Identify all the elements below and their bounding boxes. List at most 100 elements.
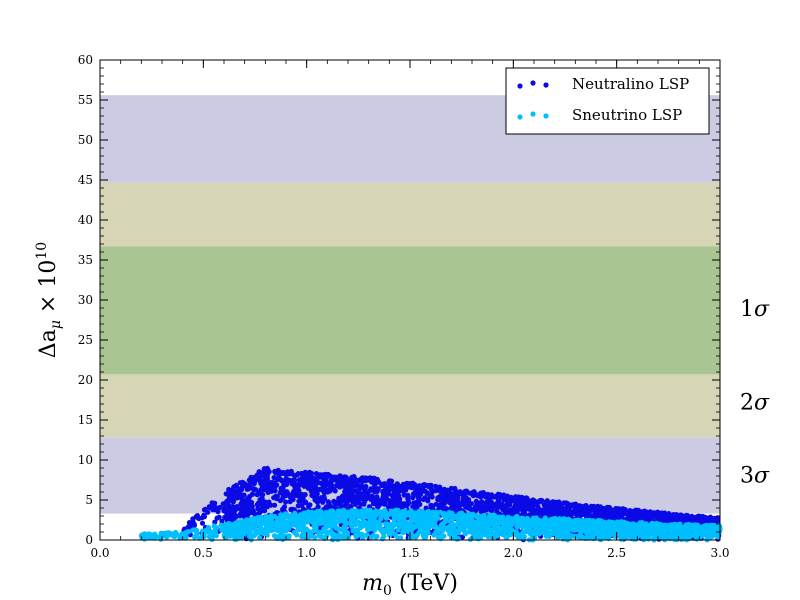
- scatter-point: [392, 512, 398, 518]
- scatter-point: [216, 514, 222, 520]
- scatter-point: [494, 503, 500, 509]
- scatter-point: [538, 526, 544, 533]
- scatter-point: [713, 529, 719, 536]
- scatter-point: [320, 499, 326, 505]
- scatter-point: [208, 529, 214, 535]
- scatter-point: [401, 509, 407, 515]
- scatter-point: [314, 499, 321, 505]
- scatter-point: [474, 493, 481, 499]
- scatter-point: [581, 506, 587, 512]
- scatter-point: [206, 534, 212, 540]
- scatter-point: [391, 498, 397, 505]
- sigma-label-1: 1σ: [740, 297, 770, 322]
- scatter-point: [356, 495, 362, 501]
- scatter-point: [327, 509, 333, 515]
- scatter-point: [299, 534, 305, 540]
- scatter-point: [381, 501, 387, 507]
- scatter-point: [330, 532, 336, 538]
- scatter-point: [206, 525, 212, 531]
- scatter-point: [708, 531, 714, 537]
- scatter-point: [250, 486, 256, 492]
- scatter-point: [438, 532, 444, 539]
- scatter-point: [318, 472, 324, 478]
- scatter-point: [572, 506, 578, 512]
- scatter-point: [656, 511, 662, 517]
- scatter-point: [447, 527, 453, 534]
- scatter-point: [702, 523, 708, 529]
- scatter-point: [697, 535, 703, 541]
- scatter-point: [284, 519, 290, 525]
- scatter-point: [446, 489, 452, 495]
- scatter-point: [229, 492, 235, 498]
- scatter-point: [172, 529, 179, 536]
- scatter-point: [341, 513, 347, 519]
- scatter-point: [268, 522, 274, 529]
- scatter-point: [382, 507, 388, 513]
- legend-label-neutralino: Neutralino LSP: [572, 75, 689, 93]
- scatter-point: [537, 498, 543, 504]
- scatter-point: [488, 513, 494, 519]
- scatter-point: [433, 529, 439, 536]
- scatter-point: [375, 486, 381, 492]
- scatter-point: [429, 494, 435, 500]
- scatter-point: [335, 517, 341, 523]
- scatter-point: [348, 503, 354, 510]
- scatter-point: [270, 513, 276, 520]
- scatter-point: [433, 488, 439, 494]
- scatter-point: [360, 519, 366, 525]
- scatter-point: [585, 510, 591, 516]
- scatter-point: [662, 512, 668, 518]
- scatter-point: [323, 504, 329, 510]
- scatter-point: [283, 511, 289, 518]
- scatter-point: [239, 484, 245, 490]
- scatter-point: [335, 501, 341, 507]
- scatter-point: [486, 497, 492, 503]
- legend-dot: [530, 111, 536, 117]
- scatter-point: [642, 508, 648, 514]
- scatter-point: [648, 509, 655, 516]
- band-1sigma: [100, 246, 720, 375]
- scatter-point: [456, 504, 462, 510]
- scatter-point: [338, 495, 344, 501]
- scatter-point: [670, 528, 677, 534]
- scatter-point: [577, 535, 583, 541]
- scatter-point: [640, 529, 646, 535]
- scatter-point: [354, 499, 360, 505]
- scatter-point: [321, 494, 327, 500]
- scatter-point: [656, 524, 662, 530]
- scatter-point: [475, 526, 481, 532]
- legend-dot: [517, 83, 523, 89]
- scatter-point: [353, 527, 359, 533]
- sigma-labels: 1σ 2σ 3σ: [740, 297, 770, 488]
- scatter-point: [602, 513, 608, 519]
- scatter-point: [249, 499, 255, 506]
- scatter-point: [347, 486, 353, 492]
- scatter-point: [622, 532, 629, 538]
- scatter-point: [284, 481, 290, 487]
- legend-box: [505, 67, 710, 135]
- scatter-point: [646, 527, 652, 533]
- scatter-point: [312, 510, 319, 516]
- scatter-point: [373, 508, 379, 514]
- scatter-point: [205, 509, 211, 515]
- scatter-point: [555, 505, 561, 511]
- scatter-point: [390, 494, 396, 500]
- scatter-point: [470, 525, 476, 531]
- scatter-point: [342, 535, 348, 541]
- scatter-point: [578, 522, 584, 528]
- scatter-point: [379, 526, 385, 533]
- scatter-point: [229, 511, 235, 517]
- scatter-point: [421, 510, 427, 516]
- scatter-point: [503, 534, 509, 540]
- scatter-point: [684, 526, 690, 532]
- scatter-point: [369, 513, 376, 519]
- scatter-point: [564, 501, 570, 507]
- scatter-point: [332, 504, 338, 510]
- scatter-point: [489, 527, 495, 533]
- scatter-point: [264, 473, 270, 479]
- scatter-point: [364, 522, 370, 528]
- scatter-point: [546, 506, 552, 512]
- scatter-point: [449, 518, 455, 524]
- sigma-label-2: 2σ: [740, 391, 770, 416]
- scatter-point: [601, 534, 607, 540]
